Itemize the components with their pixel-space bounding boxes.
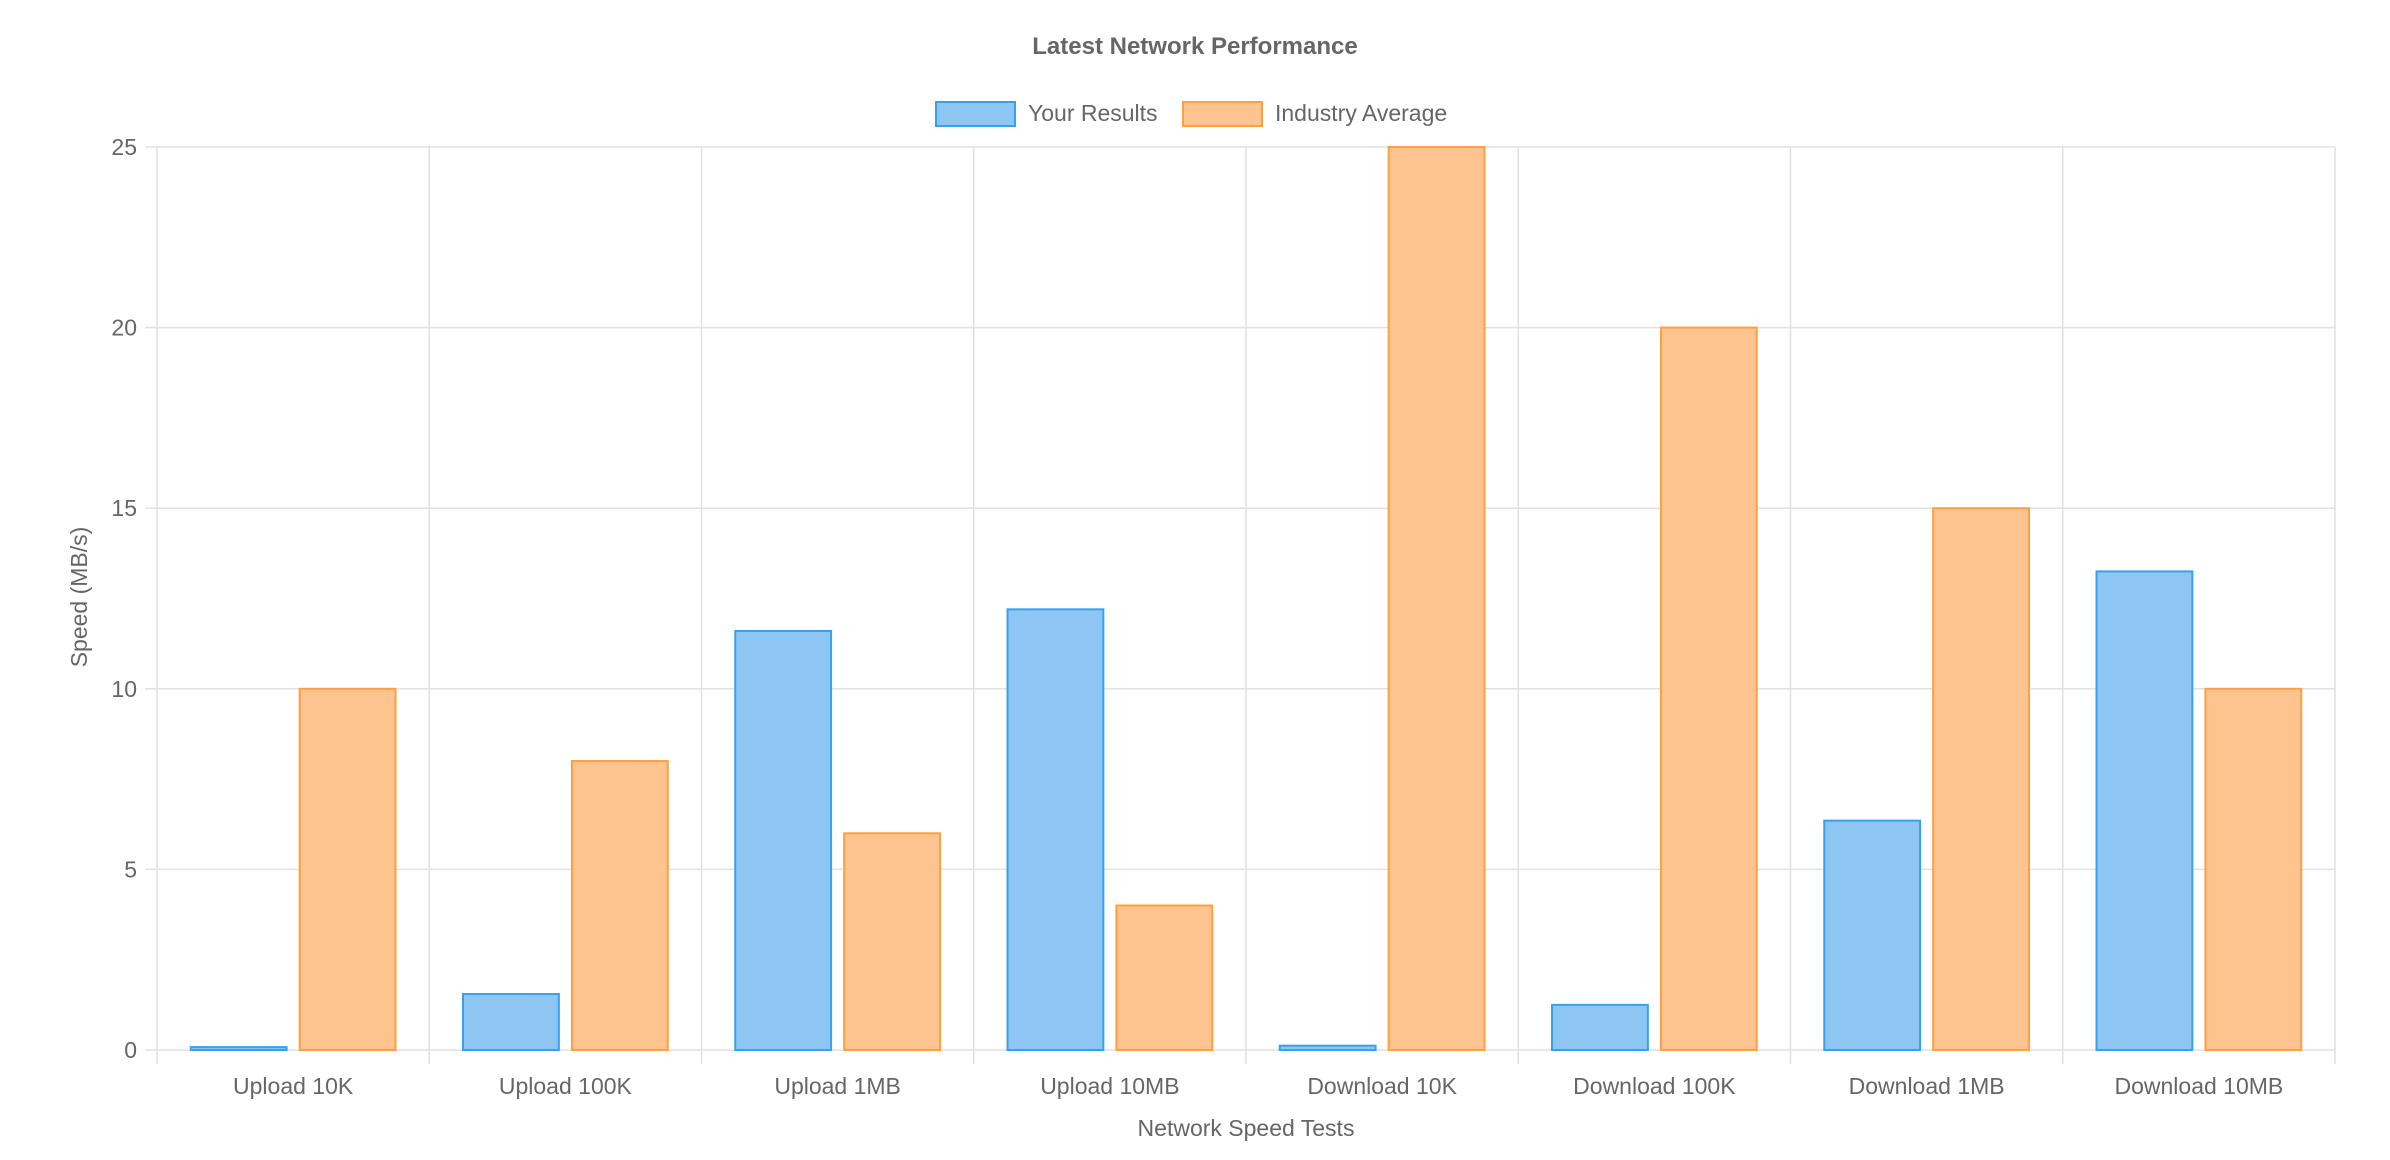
legend-item-your-results[interactable]: Your Results <box>935 100 1158 127</box>
legend-swatch-industry-average <box>1182 101 1263 127</box>
bar-your-results[interactable] <box>734 630 833 1051</box>
bar-your-results[interactable] <box>1006 608 1105 1051</box>
legend-item-industry-average[interactable]: Industry Average <box>1182 100 1447 127</box>
bar-industry-average[interactable] <box>1387 146 1486 1051</box>
bar-industry-average[interactable] <box>843 832 941 1052</box>
bar-your-results[interactable] <box>1278 1044 1377 1052</box>
bar-industry-average[interactable] <box>2204 687 2303 1051</box>
bar-your-results[interactable] <box>2095 570 2194 1051</box>
x-tick-label: Download 100K <box>1573 1073 1736 1099</box>
y-tick-label: 20 <box>111 315 137 341</box>
y-tick-label: 10 <box>111 676 137 702</box>
bar-your-results[interactable] <box>1823 819 1922 1051</box>
bar-industry-average[interactable] <box>1659 326 1758 1052</box>
legend-swatch-your-results <box>935 101 1016 127</box>
x-tick-label: Upload 1MB <box>774 1073 901 1099</box>
y-tick-label: 25 <box>111 134 137 160</box>
x-tick-label: Download 10MB <box>2114 1073 2283 1099</box>
legend[interactable]: Your Results Industry Average <box>935 100 1447 127</box>
grid-lines <box>145 146 2336 1064</box>
x-axis-title: Network Speed Tests <box>1138 1115 1355 1141</box>
x-tick-label: Upload 100K <box>499 1073 633 1099</box>
x-tick-label: Upload 10K <box>233 1073 354 1099</box>
bar-your-results[interactable] <box>1551 1003 1649 1051</box>
x-tick-label: Upload 10MB <box>1040 1073 1179 1099</box>
legend-label-your-results: Your Results <box>1028 100 1158 126</box>
x-tick-label: Download 1MB <box>1849 1073 2005 1099</box>
bar-industry-average[interactable] <box>298 687 397 1051</box>
y-tick-label: 5 <box>124 856 137 882</box>
bar-your-results[interactable] <box>462 993 560 1051</box>
bar-industry-average[interactable] <box>1932 507 2030 1051</box>
x-tick-label: Download 10K <box>1307 1073 1457 1099</box>
chart-title: Latest Network Performance <box>1032 33 1357 60</box>
bar-industry-average[interactable] <box>1115 904 1214 1052</box>
y-tick-label: 15 <box>111 495 137 521</box>
x-axis-ticks: Upload 10K Upload 100K Upload 1MB Upload 10… <box>233 1073 2283 1099</box>
bar-industry-average[interactable] <box>570 760 669 1051</box>
y-tick-label: 0 <box>124 1037 137 1063</box>
bars <box>189 146 2303 1052</box>
bar-your-results[interactable] <box>189 1046 288 1051</box>
y-axis-title: Speed (MB/s) <box>66 527 92 668</box>
y-axis-ticks: 0 5 10 15 20 25 <box>111 134 137 1063</box>
legend-label-industry-average: Industry Average <box>1275 100 1447 126</box>
